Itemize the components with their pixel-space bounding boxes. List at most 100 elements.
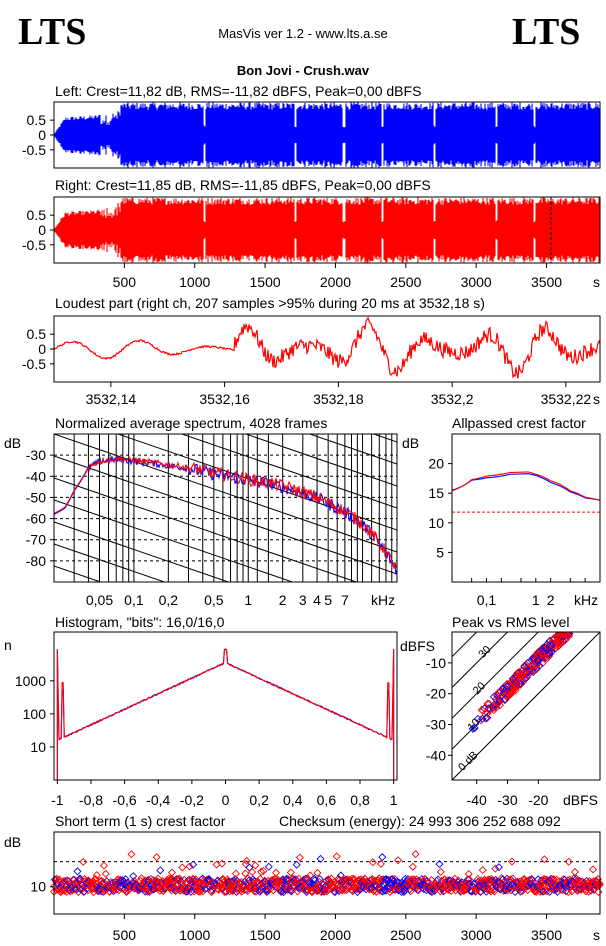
- crest-point: [92, 871, 101, 880]
- x-tick-label: 1: [532, 592, 540, 608]
- peak-rms-ylabel: dBFS: [400, 638, 435, 654]
- crest-point: [185, 862, 194, 871]
- crest-xunit: kHz: [574, 592, 598, 608]
- x-tick-label: 3532,22: [541, 391, 592, 407]
- x-tick-label: 2: [279, 592, 287, 608]
- crest-point: [95, 876, 104, 885]
- scatter-point: [534, 651, 543, 660]
- crest-point: [212, 860, 221, 869]
- right-waveform: 0.50-0.5 500 1000 1500 2000 2500 3000 3500: [22, 197, 601, 290]
- short-term-frame: [53, 831, 601, 915]
- scatter-point: [560, 635, 570, 645]
- x-tick-label: -40: [467, 792, 487, 808]
- crest-point: [73, 867, 82, 876]
- y-tick-label: -40: [426, 747, 446, 763]
- crest-point: [310, 874, 319, 883]
- y-tick-label: 10: [428, 515, 444, 531]
- peak-rms-title: Peak vs RMS level: [452, 614, 569, 630]
- crest-point: [332, 852, 341, 861]
- x-tick-label: 2000: [320, 927, 351, 943]
- loudest-part-title: Loudest part (right ch, 207 samples >95%…: [55, 295, 485, 311]
- scatter-point: [470, 723, 479, 733]
- spectrum-title: Normalized average spectrum, 4028 frames: [55, 415, 327, 431]
- crest-point: [478, 866, 487, 875]
- crest-point: [231, 869, 240, 878]
- x-tick-label: 1500: [250, 274, 281, 290]
- crest-point: [464, 870, 473, 879]
- y-tick-label: -20: [426, 686, 446, 702]
- histogram-panel: 1000 100 10 -1 -0,8 -0,6 -0,4 -0,2 0 0,2 0,4 0,6 0,8…: [15, 648, 398, 808]
- crest-point: [595, 880, 604, 889]
- grid-slope: [54, 676, 397, 794]
- y-tick-label: 0.5: [27, 112, 47, 128]
- scatter-point: [509, 679, 519, 688]
- crest-point: [174, 875, 183, 884]
- x-tick-label: 1000: [179, 274, 210, 290]
- crest-point: [595, 879, 604, 888]
- x-tick-label: 0,1: [124, 592, 144, 608]
- crest-point: [572, 874, 581, 883]
- short-term-xunit: s: [593, 927, 600, 943]
- y-tick-label: 15: [428, 485, 444, 501]
- crest-point: [570, 867, 580, 876]
- scatter-point: [498, 684, 507, 694]
- loudest-xunit: s: [593, 391, 600, 407]
- loudest-part: 0.50-0.5 3532,14 3532,16 3532,18 3532,2 3532,…: [22, 316, 601, 407]
- spectrum-line-right: [54, 455, 397, 570]
- crest-point: [178, 863, 187, 872]
- spectrum-xunit: kHz: [371, 592, 395, 608]
- x-tick-label: 3532,16: [199, 391, 250, 407]
- scatter-point: [502, 692, 511, 701]
- crest-point: [397, 887, 406, 896]
- crest-point: [259, 866, 268, 875]
- crest-point: [368, 858, 377, 867]
- x-tick-label: 3532,2: [431, 391, 474, 407]
- x-tick-label: -0,6: [113, 792, 137, 808]
- scatter-point: [554, 642, 563, 651]
- grid-slope: [244, 434, 397, 487]
- y-tick-label: 0: [38, 127, 46, 143]
- y-tick-label: 10: [30, 739, 46, 755]
- x-tick-label: -1: [51, 792, 64, 808]
- scatter-point: [523, 664, 532, 673]
- crest-point: [76, 874, 85, 883]
- grid-slope: [308, 434, 397, 465]
- scatter-point: [478, 714, 487, 723]
- x-tick-label: 500: [113, 927, 137, 943]
- grid-slope: [180, 434, 397, 509]
- logo-right: LTS: [512, 11, 580, 53]
- loudest-wave: [53, 316, 601, 379]
- scatter-point: [484, 699, 494, 709]
- crest-point: [394, 856, 403, 865]
- x-tick-label: 2: [547, 592, 555, 608]
- crest-point: [264, 862, 273, 871]
- app-title: MasVis ver 1.2 - www.lts.a.se: [218, 26, 388, 41]
- x-tick-label: 0,4: [283, 792, 303, 808]
- spectrum-frame: [53, 433, 398, 583]
- x-tick-label: 2000: [320, 274, 351, 290]
- crest-point: [242, 856, 251, 865]
- crest-point: [263, 887, 272, 896]
- scatter-point: [511, 686, 520, 695]
- x-tick-label: 0,2: [249, 792, 269, 808]
- scatter-point: [489, 692, 499, 701]
- grid-slope: [54, 477, 358, 582]
- grid-slope: [54, 455, 397, 575]
- histogram-ylabel: n: [4, 637, 12, 653]
- scatter-point: [515, 672, 524, 681]
- scatter-point: [485, 705, 494, 715]
- right-waveform-title: Right: Crest=11,85 dB, RMS=-11,85 dBFS, …: [55, 177, 431, 193]
- x-tick-label: 0,2: [159, 592, 179, 608]
- x-tick-label: -0,2: [180, 792, 204, 808]
- crest-point: [540, 855, 549, 864]
- crest-point: [390, 874, 399, 884]
- y-tick-label: 0.5: [27, 207, 47, 223]
- crest-point: [271, 868, 281, 877]
- x-tick-label: -30: [497, 792, 517, 808]
- scatter-point: [523, 671, 532, 680]
- crest-point: [166, 874, 175, 883]
- crest-point: [71, 885, 80, 894]
